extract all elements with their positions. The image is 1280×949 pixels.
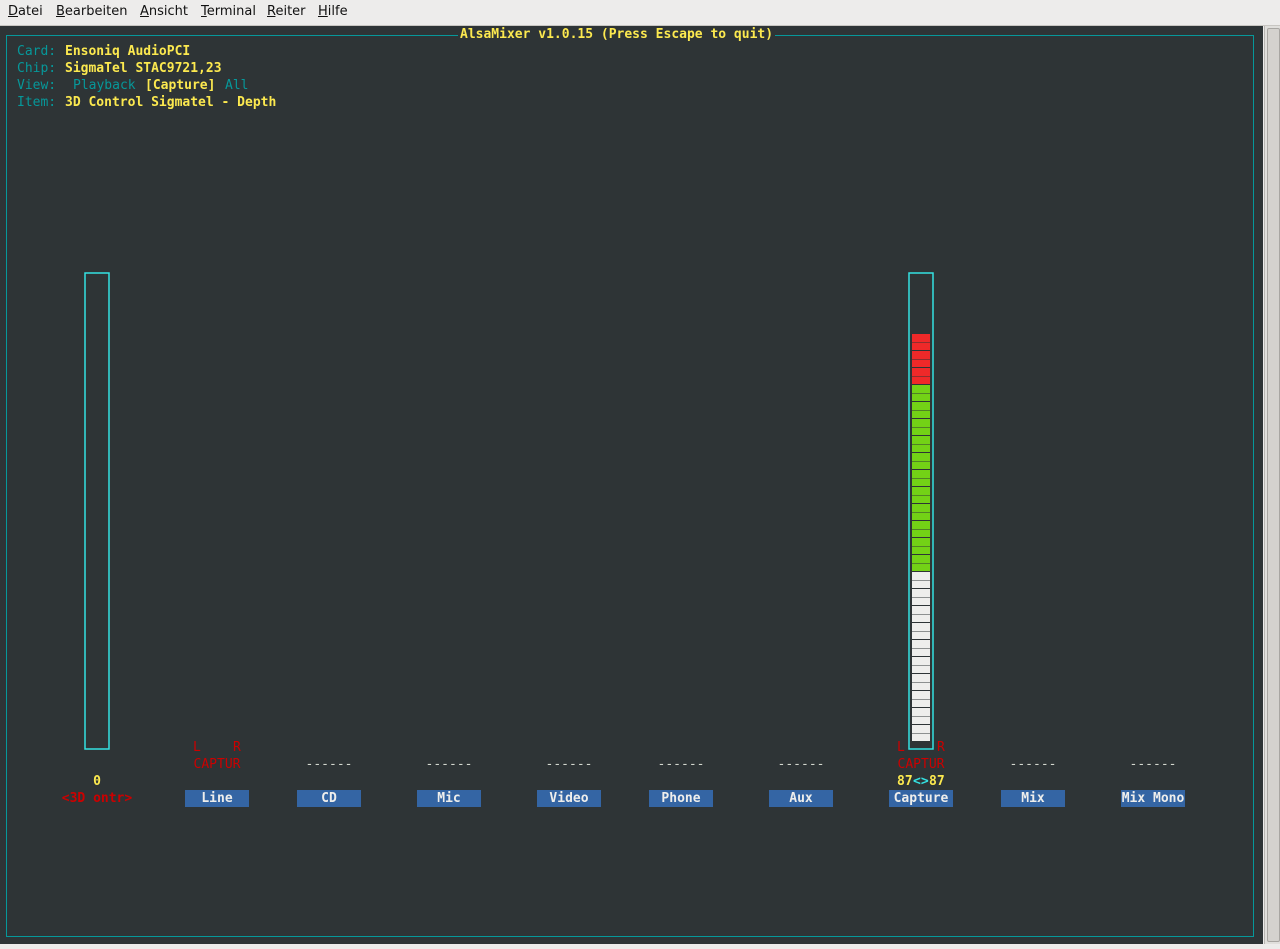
menu-item[interactable]: Datei [8,4,43,19]
control-name[interactable]: Mix Mono [1121,790,1185,807]
menu-item[interactable]: Reiter [267,4,306,19]
control-name[interactable]: Mic [417,790,481,807]
status: ------ [305,757,353,772]
meter-level [912,334,930,741]
view: [Capture] [145,78,216,93]
status: ------ [545,757,593,772]
terminal: AlsaMixer v1.0.15 (Press Escape to quit)… [0,26,1263,944]
control-name[interactable]: CD [297,790,361,807]
menu-item[interactable]: Hilfe [318,4,348,19]
channel-label: R [233,740,241,755]
status: ------ [1009,757,1057,772]
volume-value: 0 [93,774,101,789]
control-name[interactable]: Capture [889,790,953,807]
control-name: <3D ontr> [61,791,133,806]
title: AlsaMixer v1.0.15 (Press Escape to quit) [458,26,776,43]
volume-left: 87 [897,774,913,789]
volume-right: 87 [929,774,945,789]
meters [84,272,934,750]
view: Playback [73,78,136,93]
status: ------ [425,757,473,772]
meter-frame [84,272,110,750]
status: ------ [1129,757,1177,772]
control-name[interactable]: Aux [769,790,833,807]
meter-frame [908,272,934,750]
status: CAPTUR [897,757,945,772]
channel-label: L [193,740,201,755]
menu-item[interactable]: Terminal [201,4,256,19]
status: ------ [777,757,825,772]
channel-label: R [937,740,945,755]
label: View: [17,78,57,93]
menu-item[interactable]: Ansicht [140,4,189,19]
control-name[interactable]: Mix [1001,790,1065,807]
control-name[interactable]: Video [537,790,601,807]
scroll-thumb [1267,28,1280,942]
status: CAPTUR [193,757,241,772]
scrollbar [1264,26,1280,944]
label: Chip: [17,61,57,76]
value: Ensoniq AudioPCI [65,44,191,59]
value: 3D Control Sigmatel - Depth [65,95,277,110]
volume-separator: <> [913,774,929,789]
channel-label: L [897,740,905,755]
value: SigmaTel STAC9721,23 [65,61,222,76]
view: All [225,78,249,93]
label: Card: [17,44,57,59]
control-name[interactable]: Phone [649,790,713,807]
status: ------ [657,757,705,772]
label: Item: [17,95,57,110]
menu-bar: Datei Bearbeiten Ansicht Terminal Reiter Hilf… [0,0,1280,26]
menu-item[interactable]: Bearbeiten [56,4,128,19]
control-name[interactable]: Line [185,790,249,807]
